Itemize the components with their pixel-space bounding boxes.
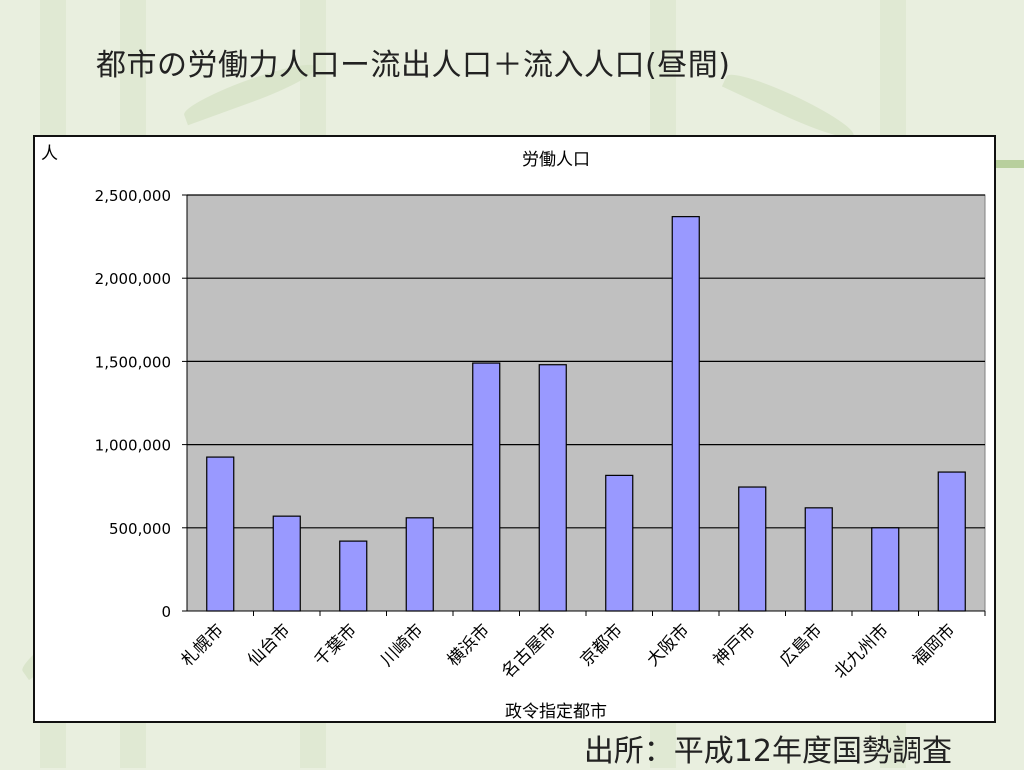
y-tick-label: 2,000,000: [95, 270, 171, 288]
bar: [605, 474, 634, 612]
x-tick-label: 仙台市: [244, 620, 294, 670]
slide-title: 都市の労働力人口ー流出人口＋流入人口(昼間): [96, 48, 731, 83]
x-axis-label: 政令指定都市: [505, 702, 607, 722]
x-tick-label: 千葉市: [311, 620, 361, 670]
bar: [671, 216, 700, 612]
y-tick-label: 0: [161, 603, 171, 621]
x-tick-label: 川崎市: [377, 620, 427, 670]
chart-container: 0 500,000 1,000,000 1,500,000 2,000,000 2,500…: [33, 135, 996, 723]
bar-chart: 0 500,000 1,000,000 1,500,000 2,000,000 2,500…: [41, 144, 986, 722]
y-tick-label: 1,000,000: [95, 437, 171, 455]
bar: [272, 515, 301, 612]
y-tick-label: 2,500,000: [95, 187, 171, 205]
y-axis-label: 人: [41, 144, 58, 164]
chart-title: 労働人口: [522, 150, 590, 170]
x-tick-label: 大阪市: [643, 620, 693, 670]
x-tick-label: 札幌市: [178, 620, 228, 670]
plot-area: [186, 194, 986, 612]
accent-line: [992, 160, 1024, 168]
x-tick-label: 福岡市: [909, 620, 959, 670]
y-tick-label: 1,500,000: [95, 353, 171, 371]
y-tick-label: 500,000: [109, 520, 171, 538]
bar: [738, 486, 767, 612]
bar: [472, 362, 501, 612]
bar: [937, 471, 966, 612]
x-tick-label: 神戸市: [710, 620, 760, 670]
bar: [871, 527, 900, 612]
bar: [538, 364, 567, 612]
x-tick-label: 横浜市: [444, 620, 494, 670]
x-tick-label: 広島市: [776, 620, 826, 670]
source-note: 出所：平成12年度国勢調査: [583, 734, 952, 769]
x-tick-label: 北九州市: [831, 620, 893, 682]
bar: [804, 507, 833, 612]
bar: [339, 540, 368, 612]
bamboo-leaf: [721, 66, 859, 146]
bar: [405, 517, 434, 612]
x-tick-label: 名古屋市: [498, 620, 560, 682]
bar: [206, 456, 235, 612]
x-tick-label: 京都市: [577, 620, 627, 670]
